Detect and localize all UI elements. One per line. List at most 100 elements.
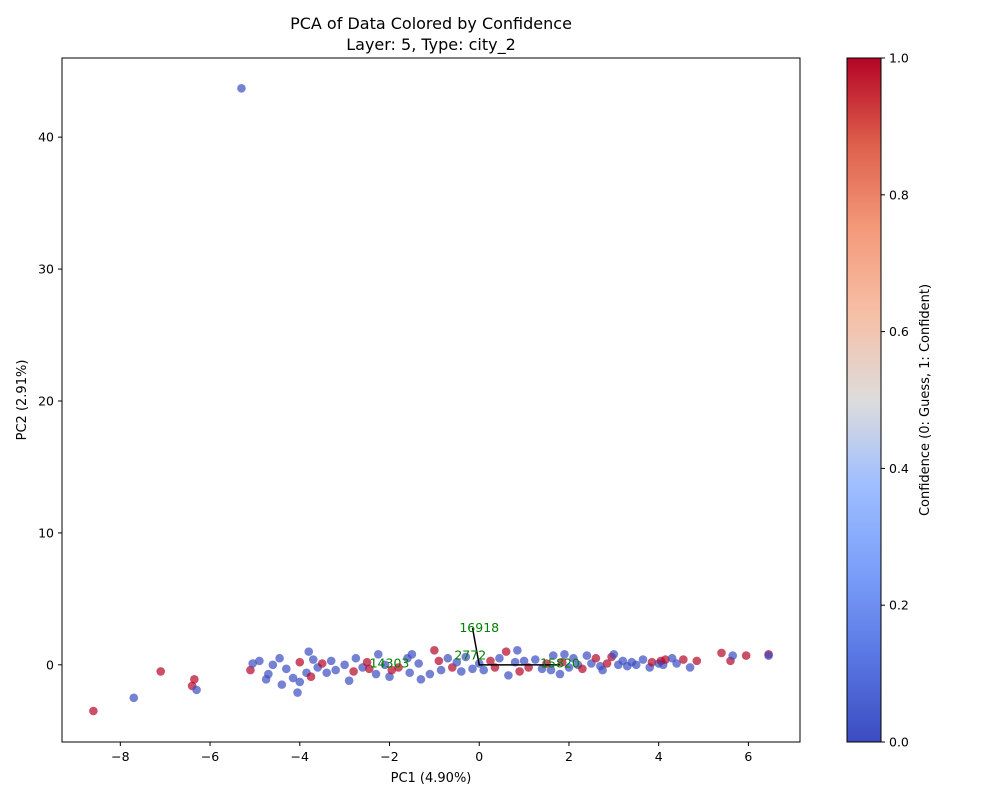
annotation-label: 14303 xyxy=(370,656,410,671)
annotation-labels: 16918 2772 14303 15820 xyxy=(370,620,580,671)
data-point xyxy=(308,655,318,664)
y-tick-label: 10 xyxy=(38,525,54,540)
annotation-label: 16918 xyxy=(459,620,499,635)
data-point xyxy=(515,667,524,676)
x-axis-ticks: −8 −6 −4 −2 0 2 4 6 xyxy=(111,742,752,764)
data-point xyxy=(277,680,287,689)
annotation-line xyxy=(471,627,560,666)
data-point xyxy=(548,651,558,660)
data-point xyxy=(504,671,513,680)
data-point xyxy=(255,656,264,666)
x-tick-label: −4 xyxy=(291,749,309,764)
data-point xyxy=(717,648,726,658)
data-point xyxy=(380,660,390,670)
data-point xyxy=(385,672,394,682)
y-tick-label: 0 xyxy=(46,657,54,672)
data-point xyxy=(728,651,738,660)
colorbar-tick-label: 0.0 xyxy=(889,735,909,750)
data-point xyxy=(156,667,165,676)
data-point xyxy=(306,672,316,682)
data-point xyxy=(190,675,199,684)
data-point xyxy=(557,657,567,667)
data-point xyxy=(425,669,435,679)
data-point xyxy=(434,656,444,666)
annotation-label: 15820 xyxy=(540,656,580,671)
data-point xyxy=(501,647,511,656)
plot-frame xyxy=(61,57,801,743)
data-point xyxy=(661,655,670,664)
data-point xyxy=(582,651,592,660)
colorbar-tick-label: 0.6 xyxy=(889,324,909,339)
data-point xyxy=(456,667,466,676)
data-point xyxy=(248,659,257,668)
data-point xyxy=(416,675,426,684)
data-point xyxy=(555,669,565,679)
data-point xyxy=(373,649,383,659)
data-point xyxy=(631,660,641,670)
data-point xyxy=(519,656,529,666)
data-point xyxy=(564,663,574,672)
data-point xyxy=(362,657,372,667)
data-point xyxy=(672,659,681,668)
x-tick-label: 2 xyxy=(565,749,573,764)
x-axis-label: PC1 (4.90%) xyxy=(391,771,472,786)
data-point xyxy=(414,659,423,668)
data-point xyxy=(282,664,291,674)
data-point xyxy=(495,653,504,663)
data-point xyxy=(546,665,556,675)
plot-area: 16918 2772 14303 15820 −8 −6 −4 −2 0 2 4 6 0 10 20 30… xyxy=(38,57,801,764)
data-point xyxy=(317,659,327,668)
data-point xyxy=(578,664,587,674)
chart-title: PCA of Data Colored by Confidence xyxy=(290,14,572,33)
data-point xyxy=(436,665,446,675)
x-tick-label: −6 xyxy=(201,749,219,764)
colorbar-tick-label: 1.0 xyxy=(889,51,909,66)
data-point xyxy=(237,84,246,93)
data-point xyxy=(349,667,358,676)
data-point xyxy=(295,677,305,687)
y-axis-ticks: 0 10 20 30 40 xyxy=(38,130,62,672)
data-point xyxy=(542,659,551,668)
data-point xyxy=(264,669,273,679)
x-tick-label: −8 xyxy=(111,749,129,764)
data-point xyxy=(692,656,702,666)
data-point xyxy=(192,685,201,695)
data-point xyxy=(387,665,397,675)
data-point xyxy=(326,656,336,666)
x-tick-label: −2 xyxy=(380,749,398,764)
colorbar-tick-label: 0.2 xyxy=(889,598,909,613)
colorbar-label: Confidence (0: Guess, 1: Confident) xyxy=(918,284,933,516)
data-point xyxy=(371,669,381,679)
data-point xyxy=(685,663,695,672)
data-point xyxy=(443,653,453,663)
points-layer xyxy=(89,84,773,716)
y-axis-label: PC2 (2.91%) xyxy=(15,360,30,441)
data-point xyxy=(679,655,688,664)
data-point xyxy=(340,660,349,670)
data-point xyxy=(129,693,139,703)
colorbar-tick-label: 0.8 xyxy=(889,187,909,202)
data-point xyxy=(344,676,354,685)
data-point xyxy=(268,660,278,670)
data-point xyxy=(89,706,98,716)
data-point xyxy=(275,653,284,663)
y-tick-label: 20 xyxy=(38,393,54,408)
data-point xyxy=(602,659,612,668)
data-point xyxy=(741,651,751,660)
data-point xyxy=(609,649,619,659)
data-point xyxy=(486,656,495,666)
annotation-label: 2772 xyxy=(454,648,486,663)
data-point xyxy=(598,665,607,675)
data-point xyxy=(430,646,439,655)
data-point xyxy=(394,663,403,672)
data-point xyxy=(365,664,374,674)
data-point xyxy=(638,655,648,664)
data-point xyxy=(405,668,414,678)
data-point xyxy=(764,651,773,660)
x-tick-label: 4 xyxy=(655,749,663,764)
data-point xyxy=(331,665,340,675)
data-point xyxy=(246,665,255,675)
colorbar-tick-label: 0.4 xyxy=(889,461,909,476)
x-tick-label: 0 xyxy=(475,749,483,764)
data-point xyxy=(461,652,471,662)
